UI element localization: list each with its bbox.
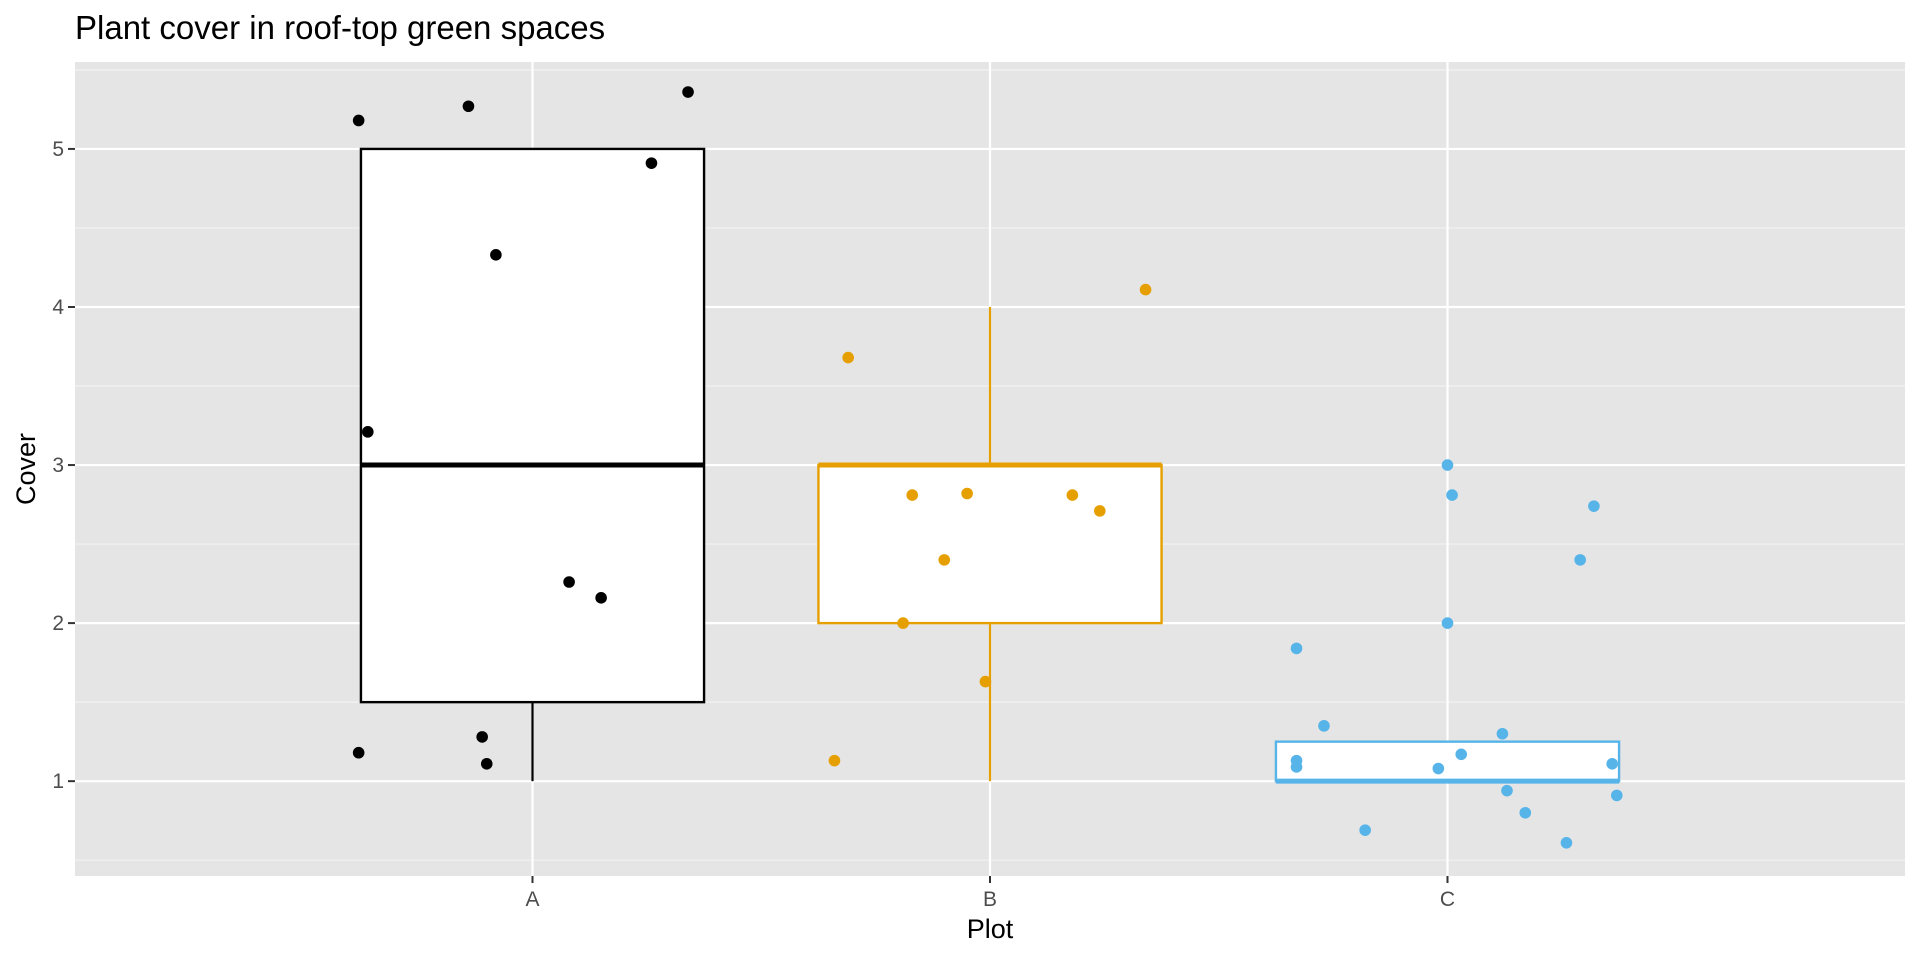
data-point-c [1455,748,1468,761]
data-point-a [476,731,488,743]
data-point-c [1588,500,1600,512]
data-point-b [938,554,951,566]
data-point-b [828,754,841,767]
data-point-c [1606,757,1618,770]
box-body [1274,740,1621,783]
data-point-a [352,746,365,759]
x-axis-ticks: A B C [525,876,1455,911]
y-tick-label: 5 [52,138,64,161]
data-point-a [595,592,607,604]
data-point-c [1496,727,1509,740]
data-point-b [961,487,973,500]
data-point-c [1318,720,1330,732]
data-point-c [1290,761,1303,773]
data-point-a [362,426,374,438]
chart-title: Plant cover in roof-top green spaces [75,9,605,46]
data-point-a [645,157,658,169]
data-point-c [1446,489,1458,501]
y-axis-title: Cover [11,433,41,505]
x-tick-label: B [983,888,997,911]
data-point-b [1139,283,1152,296]
data-point-b [1094,505,1106,517]
y-tick-label: 4 [52,296,64,319]
data-point-c [1610,789,1623,802]
data-point-c [1290,642,1303,655]
data-point-c [1441,617,1454,629]
x-tick-label: C [1440,888,1455,911]
data-point-c [1441,459,1454,471]
data-point-c [1519,806,1532,819]
box-a [359,147,706,782]
data-point-b [1066,489,1079,501]
data-point-a [563,576,575,588]
x-tick-label: A [525,888,539,911]
data-point-c [1432,762,1445,775]
data-point-b [906,489,919,501]
data-point-a [462,100,475,113]
y-tick-label: 3 [52,454,64,477]
data-point-c [1359,824,1371,836]
data-point-b [842,351,854,364]
data-points [352,86,1623,849]
y-tick-label: 2 [52,612,64,635]
data-point-c [1574,554,1586,566]
data-point-a [352,114,365,127]
data-point-c [1501,784,1513,797]
box-c [1274,740,1621,784]
y-tick-label: 1 [52,770,64,793]
box-b [817,306,1163,782]
data-point-a [682,86,694,98]
data-point-b [979,675,992,688]
x-axis-title: Plot [967,914,1014,944]
data-point-a [480,757,493,770]
boxes [359,147,1621,784]
data-point-c [1560,837,1573,849]
y-axis-ticks: 1 2 3 4 5 [52,138,75,793]
box-body [817,463,1163,625]
data-point-b [897,617,909,629]
data-point-a [490,249,502,261]
box-body [359,147,706,704]
